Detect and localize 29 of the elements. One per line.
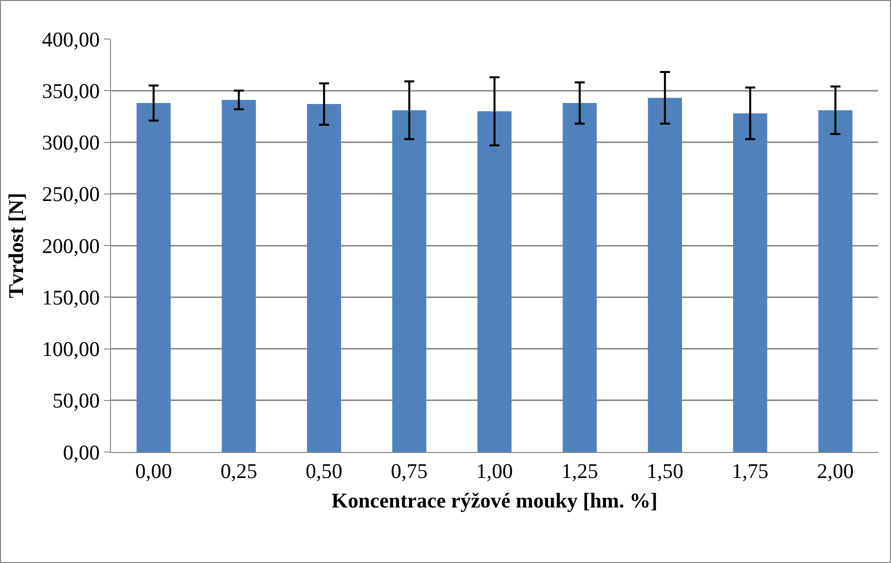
bar <box>307 104 342 452</box>
y-tick-label: 0,00 <box>63 440 100 464</box>
y-tick-label: 400,00 <box>42 27 100 52</box>
bar <box>477 111 512 452</box>
x-tick-label: 0,75 <box>390 459 428 484</box>
x-tick-label: 1,00 <box>476 459 513 484</box>
bar <box>222 100 256 452</box>
y-tick-label: 150,00 <box>42 285 100 310</box>
y-axis-title: Tvrdost [N] <box>4 192 28 298</box>
x-tick-label: 0,00 <box>135 459 172 484</box>
y-tick-label: 200,00 <box>42 234 100 258</box>
bar <box>733 113 768 452</box>
x-tick-label: 0,25 <box>220 459 258 484</box>
y-tick-label: 50,00 <box>52 388 100 413</box>
x-tick-label: 0,50 <box>306 459 342 484</box>
bar <box>136 103 171 452</box>
x-tick-label: 2,00 <box>817 459 854 484</box>
y-tick-label: 100,00 <box>42 337 100 362</box>
x-tick-label: 1,75 <box>732 459 769 484</box>
bar <box>562 103 597 452</box>
y-tick-label: 350,00 <box>42 78 100 103</box>
bar <box>818 110 852 452</box>
y-tick-label: 250,00 <box>42 182 100 206</box>
y-tick-label: 300,00 <box>42 130 100 155</box>
x-axis-title: Koncentrace rýžové mouky [hm. %] <box>331 488 658 512</box>
bar <box>392 110 426 452</box>
bar <box>648 98 682 452</box>
x-tick-label: 1,25 <box>561 459 598 484</box>
x-tick-label: 1,50 <box>646 459 684 484</box>
